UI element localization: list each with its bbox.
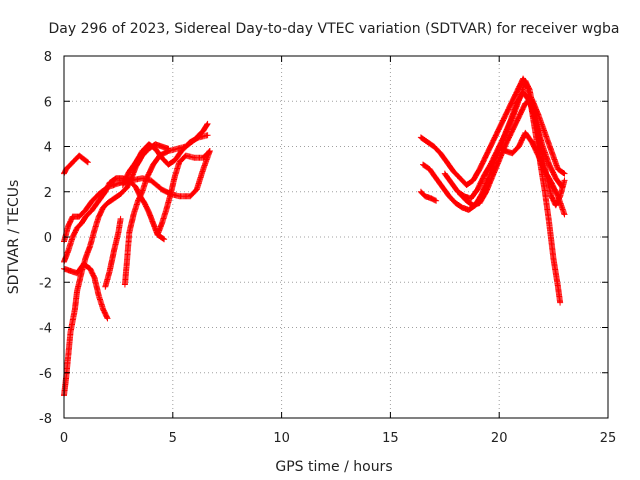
- x-axis-label: GPS time / hours: [275, 459, 392, 475]
- x-tick-label: 5: [169, 431, 177, 446]
- y-tick-label: -4: [39, 322, 52, 337]
- y-tick-label: 8: [44, 50, 52, 65]
- point-track-12: [417, 188, 440, 204]
- grid-lines: [64, 56, 608, 418]
- x-tick-label: 10: [273, 431, 290, 446]
- track-markers: [119, 132, 211, 188]
- y-tick-label: -6: [39, 367, 52, 382]
- point-track-14: [496, 129, 568, 218]
- x-tick-label: 0: [60, 431, 68, 446]
- axis-ticks: [63, 55, 609, 419]
- x-tick-label: 25: [600, 431, 617, 446]
- x-tick-label: 15: [382, 431, 399, 446]
- track-markers: [457, 96, 568, 209]
- track-markers: [417, 188, 440, 204]
- point-track-15: [457, 96, 568, 209]
- y-tick-label: 4: [44, 141, 52, 156]
- track-markers: [102, 215, 124, 290]
- y-tick-label: -2: [39, 276, 52, 291]
- axis-tick-labels: 0 5 10 15 20 25 -8 -6 -4 -2 0 2 4 6 8: [39, 50, 616, 446]
- track-markers: [154, 148, 213, 238]
- track-markers: [496, 129, 568, 218]
- point-track-6: [102, 215, 124, 290]
- y-tick-label: 2: [44, 186, 52, 201]
- y-tick-label: 0: [44, 231, 52, 246]
- point-track-8: [119, 132, 211, 188]
- y-axis-label: SDTVAR / TECUs: [6, 180, 22, 295]
- chart-title: Day 296 of 2023, Sidereal Day-to-day VTE…: [48, 21, 619, 37]
- y-tick-label: -8: [39, 412, 52, 427]
- point-track-9: [154, 148, 213, 238]
- x-tick-label: 20: [491, 431, 508, 446]
- y-tick-label: 6: [44, 95, 52, 110]
